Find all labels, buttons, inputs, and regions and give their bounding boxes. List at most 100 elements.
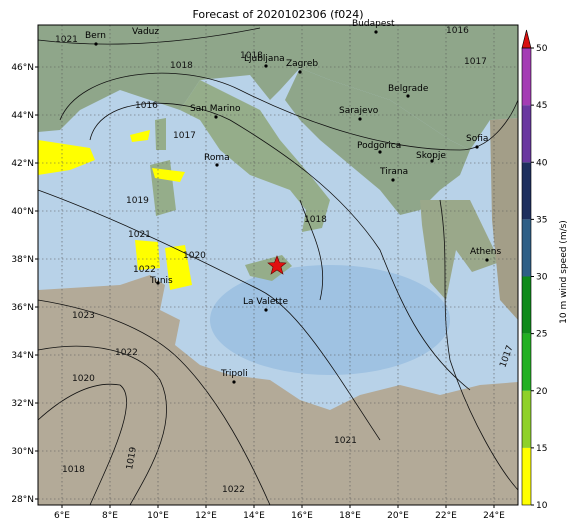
colorbar-band bbox=[522, 48, 531, 106]
colorbar-band bbox=[522, 219, 531, 277]
africa bbox=[38, 275, 518, 505]
isobar bbox=[299, 199, 324, 301]
city-label: Athens bbox=[470, 247, 501, 257]
city-label: Bern bbox=[85, 31, 106, 41]
colorbar-tick-label: 10 bbox=[536, 501, 548, 511]
cities: Bern Vaduz Budapest Ljubljana Zagreb San… bbox=[85, 19, 501, 384]
colorbar-label: 10 m wind speed (m/s) bbox=[559, 220, 569, 324]
wind-patch bbox=[165, 245, 192, 290]
isobar bbox=[37, 383, 127, 506]
lon-tick-label: 10°E bbox=[147, 511, 169, 521]
lon-tick-label: 24°E bbox=[483, 511, 505, 521]
colorbar-tick-label: 15 bbox=[536, 444, 547, 454]
colorbar-tick-label: 40 bbox=[536, 158, 548, 168]
city-label: Zagreb bbox=[286, 59, 318, 69]
isobar-label: 1019 bbox=[125, 446, 139, 471]
city-dot bbox=[94, 42, 98, 46]
sicily bbox=[245, 255, 292, 281]
city-dot bbox=[264, 308, 268, 312]
lat-tick-label: 42°N bbox=[11, 159, 34, 169]
italy bbox=[180, 80, 330, 232]
lat-tick-label: 34°N bbox=[11, 351, 34, 361]
colorbar-band bbox=[522, 276, 531, 334]
location-star bbox=[267, 255, 287, 275]
colorbar-band bbox=[522, 162, 531, 220]
isobar-label: 1017 bbox=[464, 57, 487, 67]
city-label: San Marino bbox=[190, 104, 241, 114]
isobar-label: 1020 bbox=[72, 374, 95, 384]
turkey bbox=[490, 118, 518, 320]
colorbar-band bbox=[522, 390, 531, 448]
isobar-label: 1021 bbox=[334, 436, 357, 446]
isobar bbox=[439, 199, 519, 491]
colorbar-band bbox=[522, 333, 531, 391]
lon-tick-label: 16°E bbox=[291, 511, 313, 521]
isobar-label: 1016 bbox=[135, 101, 158, 111]
city-dot bbox=[485, 258, 489, 262]
balkans bbox=[285, 68, 470, 215]
city-dot bbox=[378, 150, 382, 154]
isobar bbox=[89, 102, 471, 391]
isobar-label: 1018 bbox=[170, 61, 193, 71]
city-dot bbox=[232, 380, 236, 384]
city-label: Tunis bbox=[149, 276, 173, 286]
city-dot bbox=[430, 159, 434, 163]
isobar bbox=[37, 299, 271, 506]
city-label: Roma bbox=[204, 153, 230, 163]
lon-tick-label: 20°E bbox=[387, 511, 409, 521]
lat-tick-label: 38°N bbox=[11, 255, 34, 265]
isobar-label: 1019 bbox=[126, 196, 149, 206]
greece bbox=[420, 200, 500, 300]
city-label: Sofia bbox=[466, 134, 488, 144]
colorbar-tick-label: 45 bbox=[536, 101, 547, 111]
lon-tick-label: 6°E bbox=[54, 511, 70, 521]
isobar-label: 1021 bbox=[55, 35, 78, 45]
city-dot bbox=[391, 178, 395, 182]
wind-patch bbox=[130, 130, 150, 142]
city-dot bbox=[264, 64, 268, 68]
city-dot bbox=[156, 281, 160, 285]
lat-tick-label: 28°N bbox=[11, 495, 34, 505]
city-label: Tirana bbox=[379, 167, 408, 177]
city-dot bbox=[214, 115, 218, 119]
city-dot bbox=[406, 94, 410, 98]
isobar-label: 1018 bbox=[304, 215, 327, 225]
city-label: Ljubljana bbox=[244, 54, 285, 64]
colorbar-tick-label: 50 bbox=[536, 44, 548, 54]
lon-tick-label: 18°E bbox=[339, 511, 361, 521]
city-label: Sarajevo bbox=[339, 106, 379, 116]
city-dot bbox=[374, 30, 378, 34]
isobar-label: 1016 bbox=[446, 26, 469, 36]
wind-patch bbox=[38, 140, 95, 175]
isobar-label: 1021 bbox=[128, 230, 151, 240]
city-dot bbox=[358, 117, 362, 121]
deep-sea bbox=[210, 265, 450, 375]
colorbar-extend bbox=[521, 29, 532, 49]
isobar-label: 1020 bbox=[183, 251, 206, 261]
map-title: Forecast of 2020102306 (f024) bbox=[192, 8, 363, 21]
isobar-label: 1018 bbox=[62, 465, 85, 475]
city-label: Skopje bbox=[416, 151, 446, 161]
city-label: Vaduz bbox=[132, 27, 159, 37]
lat-tick-label: 36°N bbox=[11, 303, 34, 313]
city-label: Budapest bbox=[352, 19, 395, 29]
lat-tick-label: 30°N bbox=[11, 447, 34, 457]
map-frame bbox=[37, 24, 519, 506]
corsica bbox=[155, 118, 166, 150]
colorbar-tick-label: 25 bbox=[536, 330, 547, 340]
city-dot bbox=[215, 163, 219, 167]
isobar bbox=[59, 72, 519, 151]
wind-patch bbox=[135, 240, 160, 270]
lat-tick-label: 46°N bbox=[11, 63, 34, 73]
isobar-labels: 1021 1018 1016 1016 1017 1017 1018 1019 … bbox=[55, 26, 516, 495]
isobar bbox=[37, 27, 261, 45]
colorbar-tick-label: 35 bbox=[536, 215, 547, 225]
wind-patch bbox=[152, 168, 185, 182]
colorbar-tick-label: 20 bbox=[536, 387, 548, 397]
city-label: La Valette bbox=[243, 297, 288, 307]
isobar-label: 1022 bbox=[133, 265, 156, 275]
city-dot bbox=[298, 70, 302, 74]
isobar-label: 1022 bbox=[115, 348, 138, 358]
colorbar: 10 15 20 25 30 35 40 45 50 bbox=[521, 29, 548, 511]
lon-tick-label: 8°E bbox=[102, 511, 118, 521]
